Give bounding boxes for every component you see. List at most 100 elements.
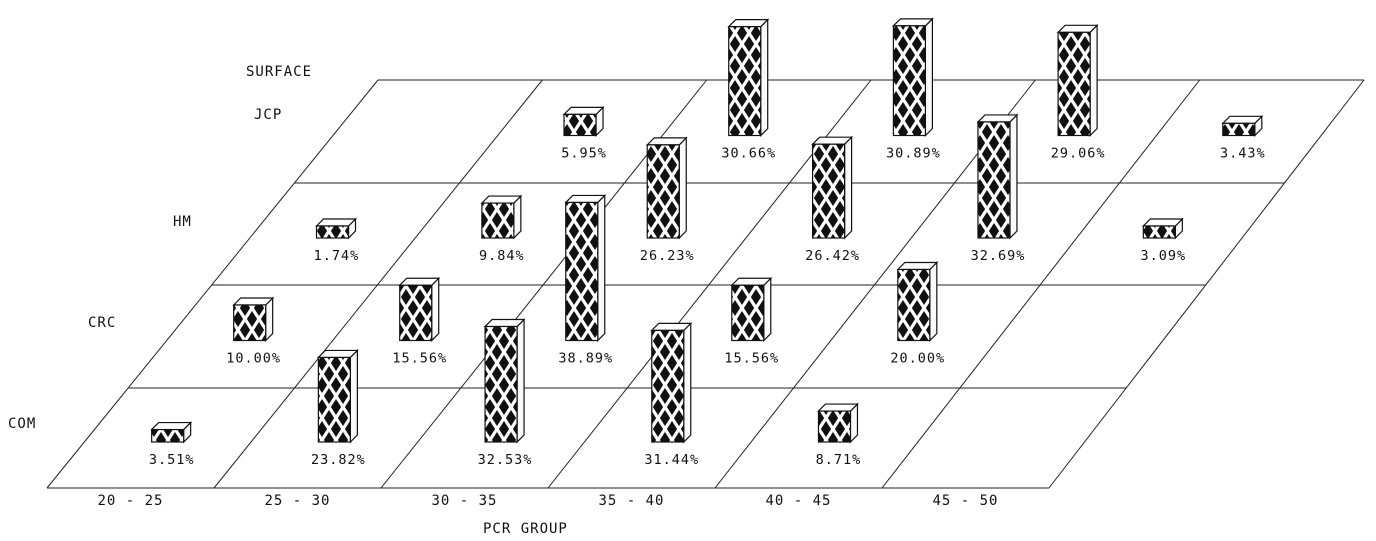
floor-column-line [1048, 79, 1365, 489]
bar-top [562, 106, 605, 115]
series-label: CRC [88, 315, 116, 331]
series-label: JCP [254, 107, 282, 123]
bar-side [678, 136, 687, 240]
bar-side [1009, 113, 1018, 240]
data-label: 9.84% [479, 248, 525, 264]
bar-top [483, 318, 526, 328]
floor-column-line [881, 79, 1201, 489]
bar-front [977, 121, 1011, 239]
bar [811, 135, 854, 240]
series-label: HM [173, 214, 192, 230]
bar-front [651, 329, 685, 443]
bar [232, 296, 275, 342]
bar-side [924, 17, 934, 137]
bar-side [597, 193, 606, 342]
bar-front [731, 284, 765, 342]
bar [1141, 217, 1184, 240]
data-label: 3.09% [1141, 248, 1187, 264]
bar [564, 193, 607, 342]
bar [316, 348, 359, 444]
bar [896, 261, 939, 342]
bar-top [976, 114, 1019, 123]
bar-top [398, 277, 441, 286]
floor-column-line [213, 79, 543, 489]
bar-top [727, 19, 770, 28]
bar [398, 276, 441, 342]
bar-front [1142, 225, 1176, 239]
data-label: 29.06% [1051, 146, 1106, 162]
bar-top [1141, 218, 1184, 227]
bar-front [897, 268, 931, 342]
bar-top [645, 137, 688, 146]
x-tick-label: 35 - 40 [598, 493, 664, 509]
bar [483, 318, 526, 444]
bar-side [929, 261, 938, 342]
bar [891, 17, 934, 137]
series-label: COM [8, 416, 36, 432]
bar-top [480, 195, 523, 204]
bar [150, 421, 193, 444]
bar-front [565, 201, 599, 342]
bar-top [1056, 24, 1099, 33]
bar [480, 194, 523, 240]
x-tick-label: 40 - 45 [765, 493, 831, 509]
data-label: 32.69% [971, 248, 1026, 264]
x-tick-label: 45 - 50 [932, 493, 998, 509]
bar [650, 321, 693, 444]
bar-front [563, 113, 597, 137]
x-axis-title: PCR GROUP [483, 521, 568, 537]
bar-front [315, 225, 350, 239]
bar [1221, 114, 1264, 137]
bar-side [516, 318, 525, 444]
data-label: 26.42% [805, 248, 860, 264]
bar-top [896, 261, 939, 271]
data-label: 3.43% [1220, 146, 1266, 162]
data-label: 20.00% [890, 351, 945, 367]
bar-top [315, 218, 357, 227]
bar-front [646, 144, 680, 239]
data-label: 30.66% [721, 146, 776, 162]
bar-side [1089, 23, 1098, 137]
bar-top [817, 403, 859, 412]
bar [562, 105, 605, 137]
data-label: 32.53% [478, 452, 533, 468]
bar-top [232, 297, 275, 306]
bar-side [349, 348, 358, 444]
bar-front [151, 428, 185, 443]
bar-front [1222, 122, 1256, 137]
bar-side [763, 276, 772, 342]
data-label: 26.23% [640, 248, 695, 264]
data-label: 3.51% [149, 452, 195, 468]
data-label: 15.56% [724, 351, 779, 367]
data-label: 23.82% [311, 452, 366, 468]
bar-front [1057, 31, 1091, 137]
bars-layer: 5.95% 30.66% 30.89% 29.06% 3.43% 1.74% 9.84% 26… [149, 17, 1266, 468]
bar [1056, 23, 1099, 137]
bar-front [728, 26, 762, 137]
x-tick-label: 20 - 25 [97, 493, 163, 509]
bar-front [811, 143, 846, 239]
bar-front [233, 304, 267, 342]
data-label: 8.71% [816, 452, 862, 468]
bar-front [317, 356, 351, 443]
bar-front [817, 410, 852, 443]
bar [315, 217, 357, 240]
bar [976, 113, 1019, 240]
bar [730, 276, 773, 342]
chart-floor-grid [46, 79, 1365, 489]
bar-front [892, 25, 927, 137]
bar [817, 402, 859, 444]
bar-side [431, 276, 440, 342]
bar-top [650, 322, 693, 331]
bar [727, 18, 770, 137]
floor-column-line [46, 79, 379, 489]
data-label: 38.89% [558, 351, 613, 367]
bar-side [760, 18, 769, 137]
bar-side [843, 135, 853, 240]
bar-side [683, 321, 692, 444]
data-label: 10.00% [226, 351, 281, 367]
bar-front [484, 325, 518, 443]
bar-top [730, 277, 773, 286]
x-tick-label: 30 - 35 [431, 493, 497, 509]
